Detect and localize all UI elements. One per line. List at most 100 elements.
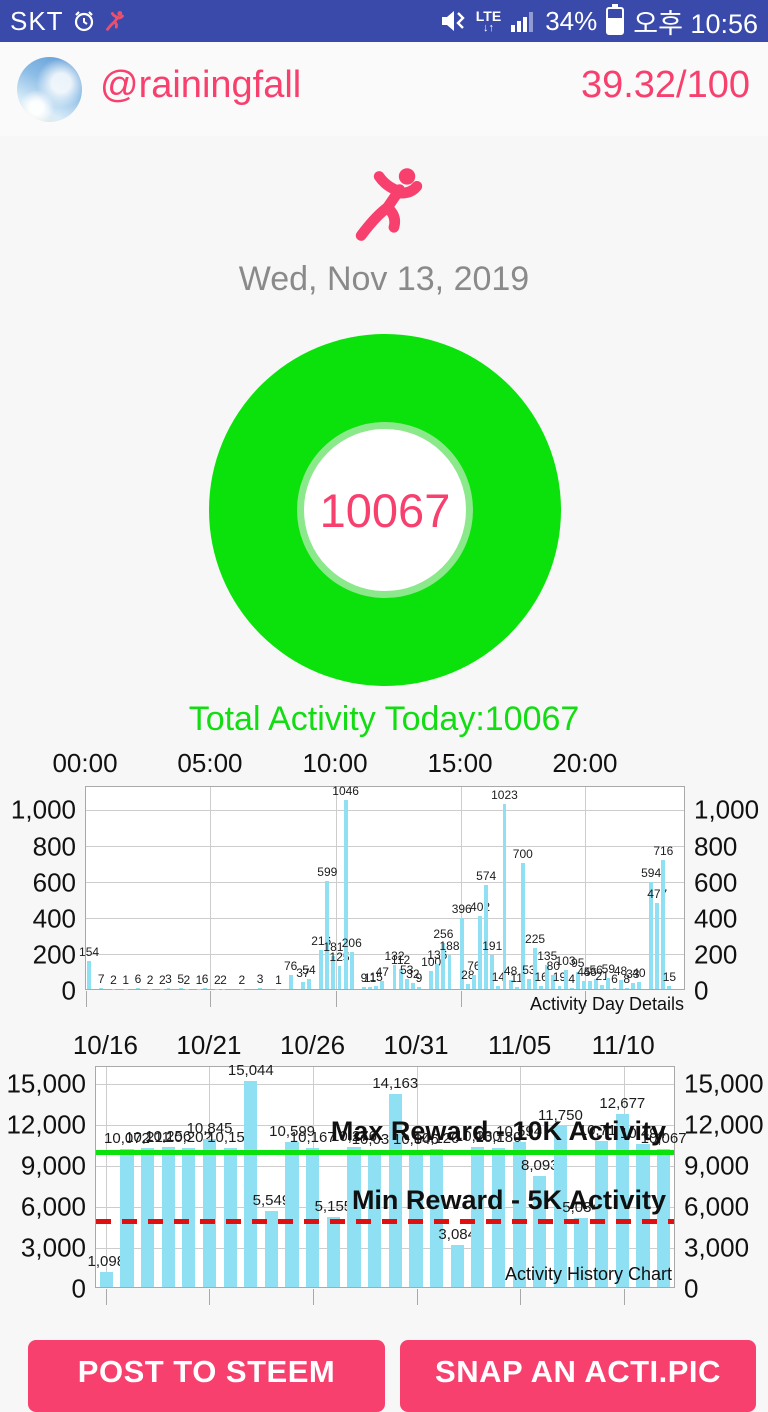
y-axis-label: 3,000 xyxy=(684,1233,749,1264)
x-axis-label: 10/16 xyxy=(73,1030,138,1061)
snap-acti-pic-button[interactable]: SNAP AN ACTI.PIC xyxy=(400,1340,756,1412)
bar xyxy=(203,1139,216,1287)
bar xyxy=(515,987,519,989)
bar xyxy=(631,983,635,989)
bar xyxy=(600,985,604,989)
total-activity-caption: Total Activity Today:10067 xyxy=(0,700,768,739)
bar xyxy=(393,965,397,989)
y-axis-label: 400 xyxy=(694,903,737,934)
y-axis-label: 1,000 xyxy=(694,795,759,826)
activity-donut: 10067 xyxy=(209,334,561,686)
bar xyxy=(100,1272,113,1287)
axis-tick xyxy=(86,991,87,1007)
y-axis-label: 9,000 xyxy=(684,1151,749,1182)
bar xyxy=(289,975,293,989)
x-axis-label: 20:00 xyxy=(552,748,617,779)
bar xyxy=(472,975,476,989)
bar xyxy=(306,1148,319,1287)
bar xyxy=(338,966,342,989)
y-axis-label: 0 xyxy=(694,976,708,1007)
history-chart-caption: Activity History Chart xyxy=(505,1264,672,1285)
y-axis-label: 0 xyxy=(72,1274,86,1305)
signal-icon xyxy=(510,9,536,33)
bar-slot: 10,230 xyxy=(468,1067,489,1287)
axis-tick xyxy=(336,991,337,1007)
max-reward-label: Max Reward - 10K Activity xyxy=(331,1116,666,1147)
battery-percent: 34% xyxy=(545,6,597,37)
mute-vibrate-icon xyxy=(439,7,467,35)
bar xyxy=(527,979,531,989)
bar-slot: 5,549 xyxy=(261,1067,282,1287)
x-axis-label: 10/31 xyxy=(384,1030,449,1061)
bar xyxy=(203,988,207,989)
bar xyxy=(141,1148,154,1287)
bar xyxy=(374,986,378,989)
bar xyxy=(244,1081,257,1287)
bar xyxy=(667,986,671,989)
x-axis-label: 00:00 xyxy=(52,748,117,779)
bar-slot: 10,180 xyxy=(488,1067,509,1287)
bar xyxy=(87,961,91,989)
bar xyxy=(167,988,171,989)
bar xyxy=(637,982,641,989)
bar xyxy=(503,804,507,989)
y-axis-label: 12,000 xyxy=(684,1110,764,1141)
y-axis-label: 1,000 xyxy=(11,795,76,826)
bar xyxy=(368,987,372,989)
y-axis-label: 15,000 xyxy=(6,1069,86,1100)
bar xyxy=(492,1148,505,1287)
bar xyxy=(655,903,659,989)
bar xyxy=(327,1217,340,1287)
bar-slot: 10,120 xyxy=(426,1067,447,1287)
bar-slot: 10,072 xyxy=(117,1067,138,1287)
y-axis-label: 400 xyxy=(33,903,76,934)
bar-slot: 10,167 xyxy=(302,1067,323,1287)
activity-count: 10067 xyxy=(320,483,451,538)
y-axis-label: 600 xyxy=(694,867,737,898)
bar xyxy=(613,988,617,989)
x-axis-label: 10/21 xyxy=(176,1030,241,1061)
bar xyxy=(325,881,329,989)
bar-slot: 10,594 xyxy=(509,1067,530,1287)
clock-label: 오후 10:56 xyxy=(633,2,758,41)
bar xyxy=(619,980,623,989)
bar xyxy=(484,885,488,989)
bar xyxy=(466,984,470,989)
avatar[interactable] xyxy=(17,57,82,122)
date-label: Wed, Nov 13, 2019 xyxy=(0,260,768,299)
x-axis-label: 11/05 xyxy=(488,1030,551,1061)
bar-slot: 3,084 xyxy=(447,1067,468,1287)
bar-slot: 12,677 xyxy=(612,1067,633,1287)
bar-slot: 10,158 xyxy=(220,1067,241,1287)
bar xyxy=(136,988,140,989)
bar-slot: 10,276 xyxy=(344,1067,365,1287)
bar xyxy=(625,988,629,989)
bar xyxy=(471,1147,484,1287)
lte-icon: LTE ↓↑ xyxy=(476,9,501,34)
bar-slot: 10,845 xyxy=(199,1067,220,1287)
bar-slot xyxy=(679,787,685,989)
status-bar: SKT xyxy=(0,0,768,42)
bar xyxy=(417,987,421,989)
bar xyxy=(539,986,543,989)
axis-tick xyxy=(209,1289,210,1305)
x-axis-label: 10:00 xyxy=(302,748,367,779)
bar-slot: 5,155 xyxy=(323,1067,344,1287)
carrier-label: SKT xyxy=(10,6,64,37)
bar xyxy=(435,964,439,989)
bar-slot: 14,163 xyxy=(385,1067,406,1287)
post-to-steem-button[interactable]: POST TO STEEM xyxy=(28,1340,385,1412)
y-axis-label: 12,000 xyxy=(6,1110,86,1141)
bar-slot: 11,750 xyxy=(550,1067,571,1287)
bar xyxy=(478,916,482,989)
axis-tick xyxy=(624,1289,625,1305)
y-axis-label: 800 xyxy=(694,831,737,862)
username-label: @rainingfall xyxy=(100,64,301,107)
y-axis-label: 3,000 xyxy=(21,1233,86,1264)
bar xyxy=(570,988,574,989)
bar-slot: 1,098 xyxy=(96,1067,117,1287)
